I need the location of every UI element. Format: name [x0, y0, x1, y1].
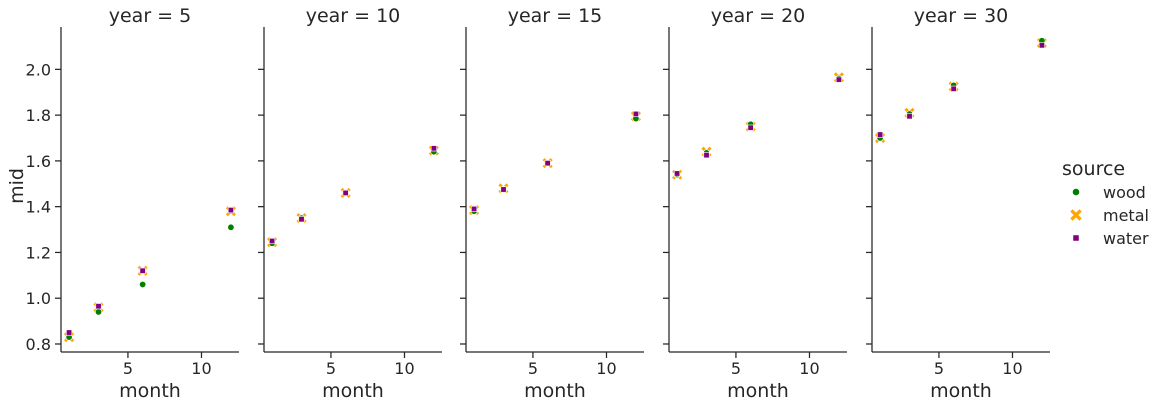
x-tick-label: 10 [394, 359, 414, 378]
data-point-water [747, 124, 754, 131]
x-tick-label: 5 [731, 359, 741, 378]
data-point-water [703, 152, 710, 159]
y-tick-label: 1.0 [26, 289, 51, 308]
data-point-water [298, 216, 305, 223]
data-point-wood [227, 223, 235, 231]
legend-marker-wood [1072, 188, 1080, 196]
facet-title: year = 5 [109, 5, 191, 27]
facet-panel: year = 5 0.8 1.0 1.2 1.4 1.6 1.8 2.0 5 10 month [26, 5, 239, 402]
legend: source wood metal water [1062, 158, 1149, 248]
data-point-water [227, 207, 234, 214]
data-point-water [1038, 42, 1045, 49]
data-point-water [950, 85, 957, 92]
data-point-water [342, 189, 349, 196]
x-tick-label: 5 [528, 359, 538, 378]
x-axis-label: month [930, 380, 992, 402]
data-point-water [544, 160, 551, 167]
legend-marker-metal [1070, 209, 1082, 221]
facet-panel: year = 20 5 10 month [663, 5, 847, 402]
x-axis-label: month [119, 380, 181, 402]
legend-items: wood metal water [1070, 183, 1149, 248]
facet-title: year = 30 [914, 5, 1009, 27]
x-tick-label: 10 [799, 359, 819, 378]
x-tick-label: 10 [1002, 359, 1022, 378]
facet-title: year = 10 [306, 5, 401, 27]
data-point-water [269, 237, 276, 245]
y-tick-label: 1.8 [26, 106, 51, 125]
data-point-water [430, 145, 437, 152]
y-axis-label: mid [6, 168, 28, 204]
facet-panel: year = 10 5 10 month [258, 5, 442, 402]
x-tick-label: 5 [934, 359, 944, 378]
facet-title: year = 20 [711, 5, 806, 27]
x-tick-label: 5 [326, 359, 336, 378]
data-point-wood [139, 280, 147, 288]
y-tick-label: 1.4 [26, 198, 51, 217]
data-point-water [95, 303, 102, 310]
x-axis-label: month [727, 380, 789, 402]
x-axis-label: month [524, 380, 586, 402]
legend-label-wood: wood [1103, 183, 1146, 202]
facet-panel: year = 15 5 10 month [460, 5, 644, 402]
y-tick-label: 1.2 [26, 243, 51, 262]
data-point-water [500, 186, 507, 193]
data-point-water [906, 113, 913, 120]
legend-marker-water [1072, 234, 1080, 242]
data-point-water [877, 131, 884, 138]
data-point-water [471, 205, 478, 212]
x-tick-label: 10 [191, 359, 211, 378]
data-point-water [632, 110, 639, 117]
facet-panel: year = 30 5 10 month [866, 5, 1050, 402]
data-point-water [835, 76, 842, 83]
legend-title: source [1062, 158, 1125, 180]
data-point-water [66, 329, 73, 336]
y-tick-label: 0.8 [26, 335, 51, 354]
legend-label-metal: metal [1103, 206, 1149, 225]
legend-label-water: water [1103, 229, 1149, 248]
x-tick-label: 5 [123, 359, 133, 378]
x-tick-label: 10 [596, 359, 616, 378]
facet-title: year = 15 [508, 5, 603, 27]
data-point-water [139, 267, 146, 274]
x-axis-label: month [322, 380, 384, 402]
y-tick-label: 1.6 [26, 152, 51, 171]
data-point-water [674, 170, 681, 177]
y-tick-label: 2.0 [26, 60, 51, 79]
data-point-wood [95, 308, 103, 316]
facet-panels: year = 50.81.01.21.41.61.82.05 10monthyea… [26, 5, 1050, 402]
